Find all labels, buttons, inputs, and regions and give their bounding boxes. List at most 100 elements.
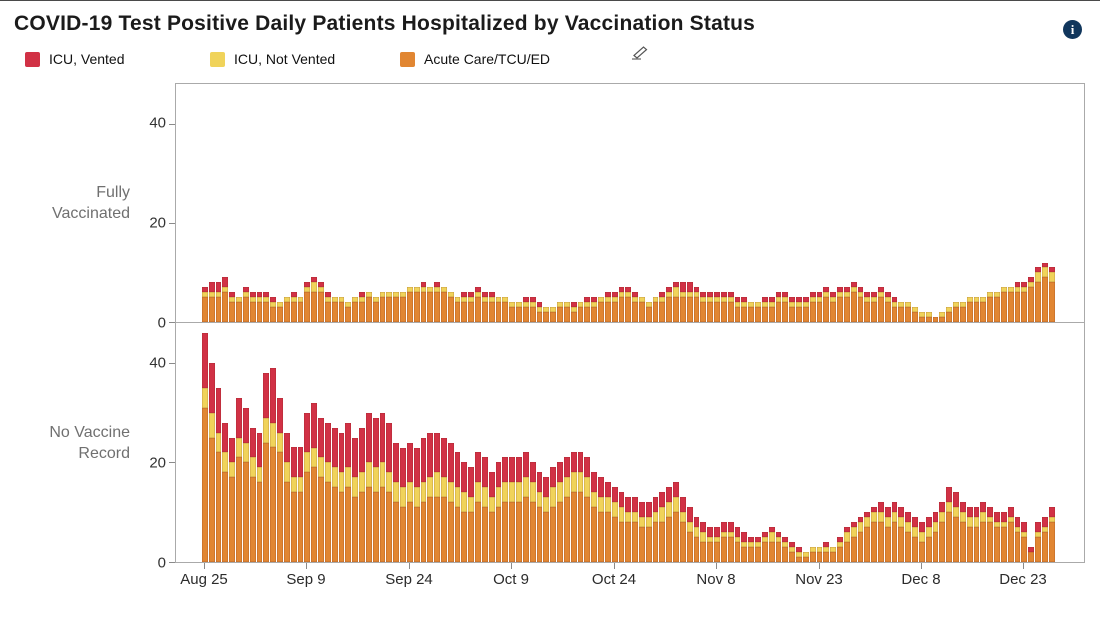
stacked-bar[interactable] [393, 84, 400, 322]
stacked-bar[interactable] [652, 323, 659, 562]
stacked-bar[interactable] [816, 323, 823, 562]
stacked-bar[interactable] [666, 84, 673, 322]
stacked-bar[interactable] [324, 84, 331, 322]
stacked-bar[interactable] [782, 84, 789, 322]
stacked-bar[interactable] [345, 323, 352, 562]
stacked-bar[interactable] [400, 323, 406, 562]
stacked-bar[interactable] [591, 323, 598, 562]
stacked-bar[interactable] [475, 84, 481, 322]
stacked-bar[interactable] [898, 323, 905, 562]
stacked-bar[interactable] [959, 84, 966, 322]
stacked-bar[interactable] [905, 323, 912, 562]
stacked-bar[interactable] [591, 84, 598, 322]
stacked-bar[interactable] [502, 84, 509, 322]
stacked-bar[interactable] [359, 84, 365, 322]
stacked-bar[interactable] [495, 323, 502, 562]
stacked-bar[interactable] [912, 323, 918, 562]
stacked-bar[interactable] [1048, 323, 1055, 562]
stacked-bar[interactable] [502, 323, 509, 562]
stacked-bar[interactable] [550, 323, 557, 562]
stacked-bar[interactable] [639, 84, 645, 322]
stacked-bar[interactable] [584, 323, 591, 562]
stacked-bar[interactable] [980, 323, 987, 562]
stacked-bar[interactable] [222, 323, 229, 562]
stacked-bar[interactable] [1000, 84, 1007, 322]
stacked-bar[interactable] [522, 323, 529, 562]
stacked-bar[interactable] [263, 84, 270, 322]
stacked-bar[interactable] [884, 323, 891, 562]
stacked-bar[interactable] [673, 323, 679, 562]
stacked-bar[interactable] [700, 84, 707, 322]
stacked-bar[interactable] [802, 84, 809, 322]
stacked-bar[interactable] [598, 323, 604, 562]
stacked-bar[interactable] [331, 84, 338, 322]
stacked-bar[interactable] [297, 84, 304, 322]
stacked-bar[interactable] [843, 84, 850, 322]
stacked-bar[interactable] [1028, 84, 1035, 322]
stacked-bar[interactable] [748, 323, 755, 562]
stacked-bar[interactable] [324, 323, 331, 562]
stacked-bar[interactable] [1035, 84, 1041, 322]
stacked-bar[interactable] [857, 323, 864, 562]
stacked-bar[interactable] [297, 323, 304, 562]
stacked-bar[interactable] [611, 84, 618, 322]
stacked-bar[interactable] [768, 84, 775, 322]
pencil-icon[interactable] [627, 45, 651, 66]
stacked-bar[interactable] [618, 323, 625, 562]
stacked-bar[interactable] [509, 323, 516, 562]
stacked-bar[interactable] [1014, 84, 1021, 322]
stacked-bar[interactable] [700, 323, 707, 562]
stacked-bar[interactable] [789, 84, 796, 322]
stacked-bar[interactable] [625, 323, 632, 562]
stacked-bar[interactable] [741, 84, 748, 322]
stacked-bar[interactable] [283, 323, 290, 562]
stacked-bar[interactable] [679, 323, 686, 562]
stacked-bar[interactable] [918, 323, 925, 562]
stacked-bar[interactable] [625, 84, 632, 322]
stacked-bar[interactable] [550, 84, 557, 322]
stacked-bar[interactable] [236, 84, 242, 322]
stacked-bar[interactable] [837, 323, 843, 562]
stacked-bar[interactable] [659, 323, 666, 562]
stacked-bar[interactable] [242, 323, 249, 562]
stacked-bar[interactable] [864, 84, 871, 322]
stacked-bar[interactable] [891, 323, 898, 562]
stacked-bar[interactable] [837, 84, 843, 322]
stacked-bar[interactable] [755, 323, 761, 562]
stacked-bar[interactable] [639, 323, 645, 562]
stacked-bar[interactable] [1000, 323, 1007, 562]
stacked-bar[interactable] [475, 323, 481, 562]
stacked-bar[interactable] [1041, 323, 1048, 562]
stacked-bar[interactable] [290, 323, 297, 562]
stacked-bar[interactable] [734, 84, 741, 322]
stacked-bar[interactable] [686, 323, 693, 562]
stacked-bar[interactable] [352, 323, 359, 562]
stacked-bar[interactable] [659, 84, 666, 322]
stacked-bar[interactable] [966, 84, 973, 322]
stacked-bar[interactable] [481, 323, 488, 562]
stacked-bar[interactable] [488, 84, 495, 322]
stacked-bar[interactable] [208, 84, 215, 322]
stacked-bar[interactable] [775, 323, 782, 562]
stacked-bar[interactable] [509, 84, 516, 322]
stacked-bar[interactable] [400, 84, 406, 322]
stacked-bar[interactable] [277, 323, 283, 562]
stacked-bar[interactable] [516, 84, 522, 322]
stacked-bar[interactable] [495, 84, 502, 322]
stacked-bar[interactable] [584, 84, 591, 322]
stacked-bar[interactable] [973, 323, 980, 562]
stacked-bar[interactable] [1028, 323, 1035, 562]
stacked-bar[interactable] [529, 323, 536, 562]
stacked-bar[interactable] [645, 323, 652, 562]
stacked-bar[interactable] [994, 323, 1000, 562]
stacked-bar[interactable] [918, 84, 925, 322]
stacked-bar[interactable] [229, 323, 236, 562]
stacked-bar[interactable] [727, 323, 734, 562]
stacked-bar[interactable] [270, 323, 277, 562]
stacked-bar[interactable] [1021, 323, 1028, 562]
stacked-bar[interactable] [454, 84, 461, 322]
stacked-bar[interactable] [727, 84, 734, 322]
stacked-bar[interactable] [843, 323, 850, 562]
legend-item-icu-not-vented[interactable]: ICU, Not Vented [210, 51, 400, 67]
stacked-bar[interactable] [755, 84, 761, 322]
